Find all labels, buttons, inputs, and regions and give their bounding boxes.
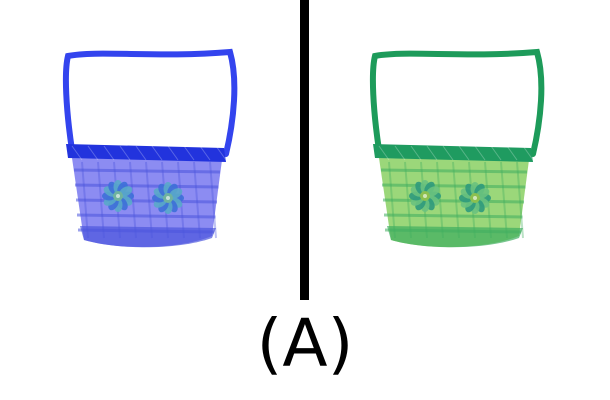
basket-photo bbox=[62, 48, 238, 248]
vertical-divider bbox=[300, 0, 309, 300]
weave-rib bbox=[452, 161, 460, 239]
weave-rib bbox=[516, 161, 524, 239]
rim-stripe bbox=[215, 145, 227, 161]
rim-stripe bbox=[71, 145, 83, 161]
flower-button bbox=[116, 194, 120, 198]
basket-photo bbox=[369, 48, 545, 248]
weave-rib bbox=[404, 161, 412, 239]
basket-handle bbox=[369, 48, 545, 157]
rim-stripe bbox=[490, 145, 502, 161]
rim-stripe bbox=[151, 145, 163, 161]
basket-rim bbox=[373, 144, 533, 162]
weave-stripe bbox=[380, 168, 528, 174]
flower-decoration-right bbox=[459, 182, 491, 214]
basket-handle bbox=[62, 48, 238, 157]
figure-caption: (A) bbox=[256, 305, 354, 382]
rim-stripe bbox=[474, 145, 486, 161]
rim-stripe bbox=[135, 145, 147, 161]
basket-base-band bbox=[80, 226, 216, 248]
weave-stripe bbox=[383, 213, 523, 219]
rim-stripe bbox=[394, 145, 406, 161]
weave-stripe bbox=[381, 183, 526, 189]
rim-stripe bbox=[410, 145, 422, 161]
weave-stripe bbox=[76, 213, 216, 219]
weave-rib bbox=[209, 161, 217, 239]
rim-stripe bbox=[378, 145, 390, 161]
rim-stripe bbox=[522, 145, 534, 161]
rim-stripe bbox=[199, 145, 211, 161]
weave-stripe bbox=[73, 168, 221, 174]
basket-rim bbox=[66, 144, 226, 162]
rim-stripe bbox=[167, 145, 179, 161]
basket-body bbox=[379, 158, 529, 248]
flower-button bbox=[423, 194, 427, 198]
weave-rib bbox=[145, 161, 153, 239]
weave-rib bbox=[129, 161, 137, 239]
left-basket-panel bbox=[58, 40, 243, 270]
flower-button bbox=[473, 196, 477, 200]
rim-stripe bbox=[442, 145, 454, 161]
rim-stripe bbox=[506, 145, 518, 161]
rim-stripe bbox=[426, 145, 438, 161]
weave-stripe bbox=[74, 183, 219, 189]
weave-rib bbox=[500, 161, 508, 239]
flower-decoration-left bbox=[409, 180, 441, 212]
flower-decoration-right bbox=[152, 182, 184, 214]
flower-button bbox=[166, 196, 170, 200]
flower-decoration-left bbox=[102, 180, 134, 212]
rim-stripe bbox=[458, 145, 470, 161]
weave-rib bbox=[436, 161, 444, 239]
basket-base-band bbox=[387, 226, 523, 248]
rim-stripe bbox=[119, 145, 131, 161]
weave-stripe bbox=[75, 198, 218, 204]
weave-stripe bbox=[382, 198, 525, 204]
rim-stripe bbox=[103, 145, 115, 161]
right-basket-panel bbox=[365, 40, 550, 270]
weave-rib bbox=[97, 161, 105, 239]
basket-body bbox=[72, 158, 222, 248]
weave-rib bbox=[193, 161, 201, 239]
rim-stripe bbox=[183, 145, 195, 161]
rim-stripe bbox=[87, 145, 99, 161]
